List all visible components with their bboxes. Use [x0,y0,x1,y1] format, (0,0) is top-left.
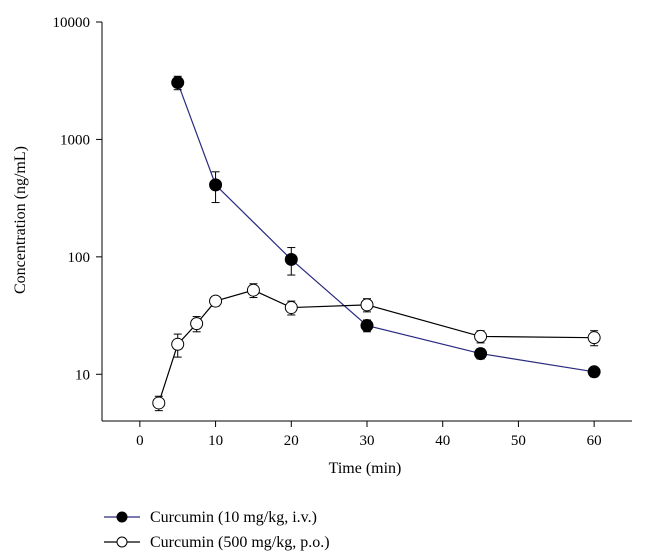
data-point [587,365,601,379]
legend: Curcumin (10 mg/kg, i.v.) Curcumin (500 … [104,509,330,551]
series-line [177,82,595,373]
legend-marker-iv [116,511,128,523]
y-tick-label: 10000 [53,15,91,31]
data-point [171,76,185,90]
data-point [587,331,601,345]
y-tick-label: 1000 [60,132,90,148]
x-axis-title: Time (min) [329,460,402,477]
data-point [284,301,298,315]
x-tick-label: 0 [136,433,144,449]
data-point [171,337,185,351]
data-point [246,283,260,297]
data-point [209,294,223,308]
x-tick-label: 30 [360,433,375,449]
legend-item-iv: Curcumin (10 mg/kg, i.v.) [104,509,317,526]
data-point [360,298,374,312]
legend-label-iv: Curcumin (10 mg/kg, i.v.) [150,509,317,526]
x-ticks: 0 10 20 30 40 50 60 [136,421,602,449]
series-line [158,289,595,404]
series-layer [152,75,601,412]
x-tick-label: 10 [208,433,223,449]
series-po [152,283,601,412]
x-tick-label: 40 [435,433,450,449]
y-tick-label: 100 [68,250,91,266]
y-tick-label: 10 [75,367,90,383]
data-point [474,329,488,343]
data-point [360,319,374,333]
data-point [190,317,204,331]
legend-label-po: Curcumin (500 mg/kg, p.o.) [150,534,330,551]
data-point [209,178,223,192]
data-point [152,396,166,410]
y-ticks: 10 100 1000 10000 [53,15,102,383]
legend-marker-po [116,536,128,548]
x-tick-label: 60 [587,433,602,449]
series-iv [171,75,601,379]
y-axis-title: Concentration (ng/mL) [12,146,29,294]
legend-item-po: Curcumin (500 mg/kg, p.o.) [104,534,330,551]
x-tick-label: 20 [284,433,299,449]
data-point [474,347,488,361]
x-tick-label: 50 [511,433,526,449]
data-point [284,252,298,266]
